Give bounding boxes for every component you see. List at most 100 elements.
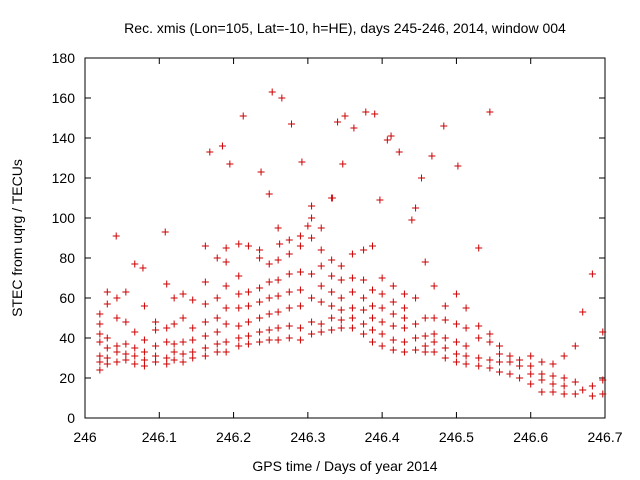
data-point <box>256 284 264 292</box>
plot-area <box>84 57 606 419</box>
data-point <box>265 326 273 334</box>
data-point <box>368 286 376 294</box>
data-point <box>122 340 130 348</box>
data-point <box>378 274 386 282</box>
data-point <box>368 302 376 310</box>
data-point <box>412 320 420 328</box>
data-point <box>152 326 160 334</box>
data-point <box>389 336 397 344</box>
data-point <box>486 330 494 338</box>
data-point <box>265 294 273 302</box>
data-point <box>418 174 426 182</box>
data-point <box>163 360 171 368</box>
data-point <box>222 320 230 328</box>
y-tick-label: 180 <box>52 50 76 66</box>
data-point <box>113 348 121 356</box>
data-point <box>538 358 546 366</box>
data-point <box>213 348 221 356</box>
data-point <box>257 168 265 176</box>
data-point <box>222 282 230 290</box>
data-point <box>421 258 429 266</box>
data-point <box>475 354 483 362</box>
data-point <box>189 348 197 356</box>
data-point <box>170 294 178 302</box>
data-point <box>140 348 148 356</box>
data-point <box>103 334 111 342</box>
data-point <box>296 268 304 276</box>
x-tick-label: 246.1 <box>142 429 177 445</box>
data-point <box>560 390 568 398</box>
data-point <box>296 286 304 294</box>
data-point <box>131 328 139 336</box>
data-point <box>317 246 325 254</box>
data-point <box>189 324 197 332</box>
data-point <box>244 288 252 296</box>
data-point <box>163 338 171 346</box>
data-point <box>412 334 420 342</box>
data-point <box>599 376 607 384</box>
data-point <box>131 352 139 360</box>
data-point <box>131 360 139 368</box>
data-point <box>571 342 579 350</box>
data-point <box>486 108 494 116</box>
data-point <box>296 336 304 344</box>
data-point <box>560 352 568 360</box>
data-point <box>308 318 316 326</box>
data-point <box>274 276 282 284</box>
data-point <box>462 352 470 360</box>
data-point <box>265 278 273 286</box>
data-point <box>140 356 148 364</box>
data-point <box>179 338 187 346</box>
data-point <box>285 322 293 330</box>
chart-title: Rec. xmis (Lon=105, Lat=-10, h=HE), days… <box>124 20 566 36</box>
data-point <box>268 88 276 96</box>
data-point <box>213 294 221 302</box>
data-point <box>378 342 386 350</box>
data-point <box>201 332 209 340</box>
data-point <box>475 244 483 252</box>
data-point <box>368 242 376 250</box>
data-point <box>163 324 171 332</box>
data-point <box>103 288 111 296</box>
data-point <box>378 330 386 338</box>
data-point <box>96 358 104 366</box>
data-point <box>103 360 111 368</box>
data-point <box>400 304 408 312</box>
data-point <box>96 352 104 360</box>
data-point <box>527 370 535 378</box>
data-point <box>206 148 214 156</box>
data-point <box>256 298 264 306</box>
y-tick-label: 100 <box>52 210 76 226</box>
data-point <box>400 314 408 322</box>
data-point <box>317 298 325 306</box>
data-point <box>276 240 284 248</box>
y-tick-label: 60 <box>59 290 75 306</box>
data-point <box>337 306 345 314</box>
data-point <box>506 358 514 366</box>
data-point <box>96 320 104 328</box>
y-tick-label: 0 <box>67 410 75 426</box>
data-point <box>296 242 304 250</box>
data-point <box>152 358 160 366</box>
data-point <box>170 356 178 364</box>
data-point <box>222 348 230 356</box>
data-point <box>140 302 148 310</box>
data-point <box>348 250 356 258</box>
plot-frame <box>84 57 606 419</box>
data-point <box>496 368 504 376</box>
data-point <box>244 318 252 326</box>
data-point <box>441 334 449 342</box>
data-point <box>256 314 264 322</box>
data-point <box>244 332 252 340</box>
x-tick-label: 246.5 <box>439 429 474 445</box>
data-point <box>328 314 336 322</box>
data-point <box>222 258 230 266</box>
data-point <box>389 346 397 354</box>
data-point <box>244 340 252 348</box>
data-point <box>337 262 345 270</box>
data-point <box>348 314 356 322</box>
data-point <box>440 122 448 130</box>
data-point <box>285 288 293 296</box>
data-point <box>430 314 438 322</box>
data-point <box>296 324 304 332</box>
